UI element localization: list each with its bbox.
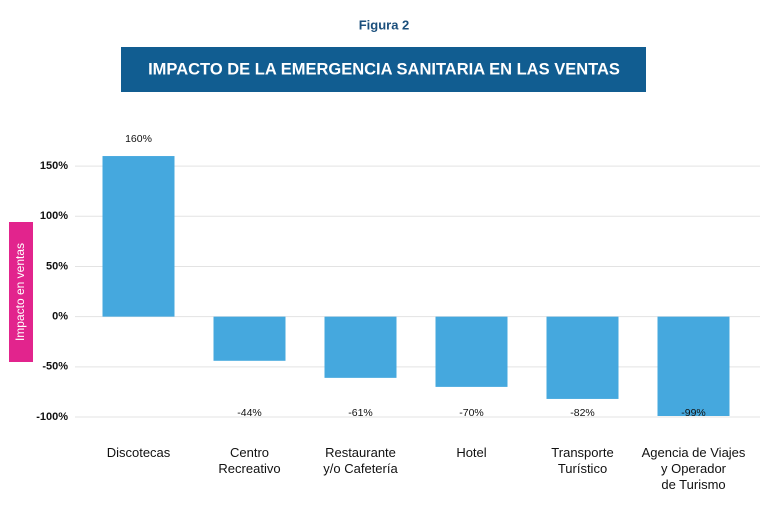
bar (324, 316, 397, 378)
figure-label: Figura 2 (359, 17, 410, 32)
value-label: -99% (681, 407, 706, 419)
bar (435, 316, 508, 387)
bar (546, 316, 619, 399)
value-label: -82% (570, 407, 595, 419)
title-banner (121, 47, 646, 92)
chart-title: IMPACTO DE LA EMERGENCIA SANITARIA EN LA… (148, 60, 620, 78)
x-tick-label: Centro Recreativo (218, 445, 280, 476)
y-axis-label: Impacto en ventas (13, 243, 27, 341)
value-label: 160% (125, 133, 152, 145)
y-tick-label: -100% (36, 411, 68, 423)
value-label: -70% (459, 407, 484, 419)
y-tick-label: 100% (40, 210, 68, 222)
x-tick-label: Agencia de Viajes y Operador de Turismo (642, 445, 746, 492)
y-tick-label: -50% (42, 361, 68, 373)
value-label: -61% (348, 407, 373, 419)
bar (657, 316, 730, 416)
x-tick-label: Discotecas (107, 445, 171, 460)
x-tick-label: Transporte Turístico (551, 445, 613, 476)
x-tick-label: Hotel (456, 445, 486, 460)
bar (213, 316, 286, 361)
y-tick-label: 50% (46, 260, 68, 272)
bar (102, 156, 175, 317)
x-tick-label: Restaurante y/o Cafetería (323, 445, 398, 476)
y-tick-label: 0% (52, 311, 68, 323)
y-label-box (9, 222, 33, 362)
y-tick-label: 150% (40, 160, 68, 172)
value-label: -44% (237, 407, 262, 419)
